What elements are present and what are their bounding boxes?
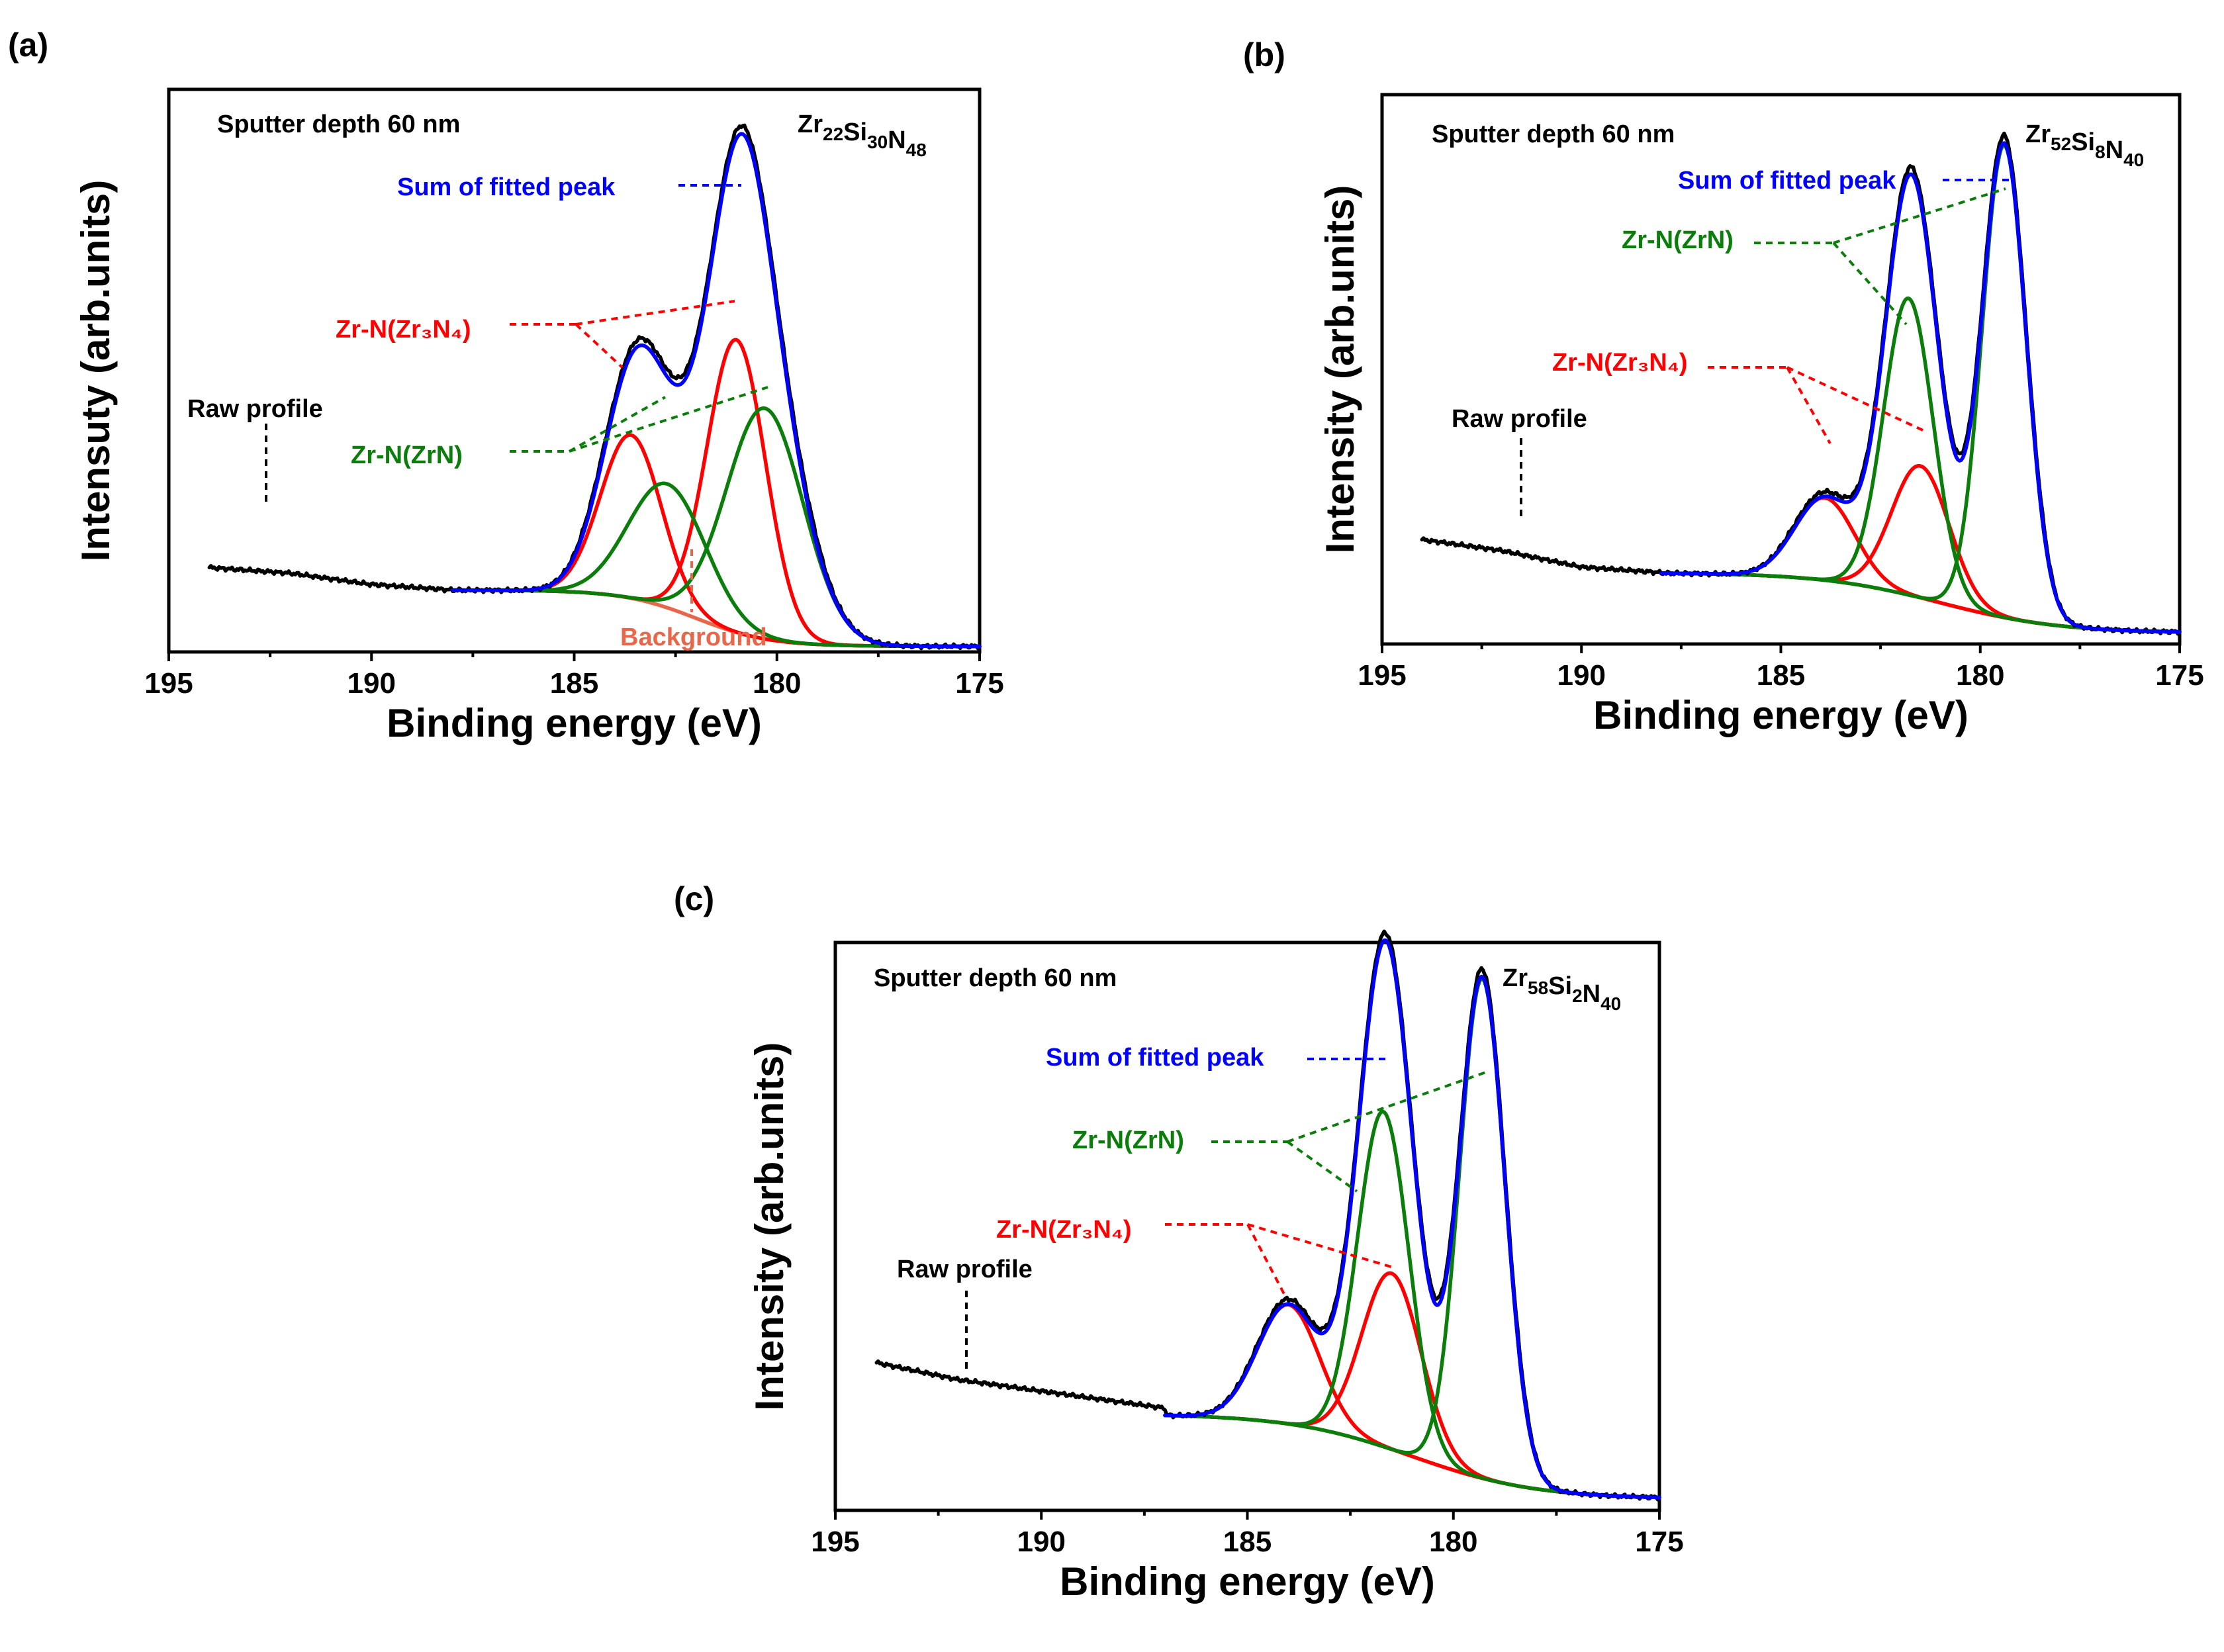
x-tick-label: 190 (1557, 659, 1606, 692)
x-tick-label: 175 (955, 667, 1003, 700)
x-tick-label: 195 (144, 667, 193, 700)
zr3n4-component-curve (451, 433, 982, 649)
x-tick-label: 180 (753, 667, 801, 700)
background-curve (1659, 571, 2182, 634)
sum-fitted-peak-label: Sum of fitted peak (397, 173, 616, 201)
raw-profile-curve (874, 929, 1661, 1502)
x-tick-label: 185 (550, 667, 598, 700)
x-tick-label: 175 (2155, 659, 2203, 692)
raw-profile-label: Raw profile (897, 1256, 1033, 1283)
zrn-component-curve (1163, 1109, 1661, 1500)
background-label: Background (620, 623, 767, 651)
zr3n4-arrow (1246, 1224, 1285, 1295)
x-tick-label: 185 (1757, 659, 1805, 692)
zr3n4-component-curve (1659, 496, 2182, 634)
panel-label: (b) (1243, 36, 1285, 73)
zrn-label: Zr-N(ZrN) (351, 441, 463, 469)
composition-label: Zr52Si8N40 (2025, 120, 2144, 170)
panel-c: (c) 195 190 185 180 175 Binding energy (eV) Int… (674, 880, 1684, 1604)
sum-fitted-peak-label: Sum of fitted peak (1046, 1044, 1264, 1072)
x-tick-label: 175 (1635, 1526, 1683, 1558)
panel-a: (a) 195 190 185 180 175 Binding energy (eV) Int… (8, 26, 1004, 745)
x-tick-label: 190 (348, 667, 396, 700)
x-tick-label: 195 (1358, 659, 1406, 692)
zr3n4-arrow (1786, 366, 1923, 432)
x-tick-label: 185 (1223, 1526, 1272, 1558)
x-tick-label: 180 (1429, 1526, 1477, 1558)
zr3n4-arrow (575, 300, 735, 326)
zrn-label: Zr-N(ZrN) (1072, 1126, 1184, 1154)
sum-fitted-peak-label: Sum of fitted peak (1678, 167, 1896, 195)
panel-label: (a) (8, 26, 48, 64)
x-axis-title: Binding energy (eV) (1060, 1559, 1435, 1604)
x-tick-label: 190 (1017, 1526, 1066, 1558)
zrn-arrow (1286, 1140, 1358, 1193)
zrn-arrow (1833, 187, 2006, 244)
zr3n4-label: Zr-N(Zr₃N₄) (336, 316, 471, 344)
sum-fitted-curve (451, 132, 982, 649)
zrn-component-curve (451, 406, 982, 649)
zrn-arrow (1287, 1071, 1487, 1143)
y-axis-title: Intensuty (arb.units) (73, 180, 118, 562)
x-axis-title: Binding energy (eV) (387, 701, 762, 745)
raw-profile-label: Raw profile (187, 395, 323, 423)
zr3n4-label: Zr-N(Zr₃N₄) (996, 1216, 1132, 1244)
x-axis-title: Binding energy (eV) (1593, 693, 1969, 737)
sputter-depth-label: Sputter depth 60 nm (874, 964, 1117, 992)
composition-label: Zr22Si30N48 (798, 111, 927, 160)
raw-profile-label: Raw profile (1452, 405, 1587, 433)
zr3n4-component-curve (1163, 1303, 1661, 1500)
panel-b: (b) 195 190 185 180 175 Binding energy (eV) Int… (1243, 36, 2204, 737)
zr3n4-label: Zr-N(Zr₃N₄) (1552, 349, 1688, 377)
zrn-arrow (569, 386, 768, 453)
composition-label: Zr58Si2N40 (1503, 964, 1621, 1014)
zr3n4-arrow (1786, 367, 1831, 444)
sputter-depth-label: Sputter depth 60 nm (1432, 120, 1675, 148)
y-axis-title: Intensity (arb.units) (1318, 185, 1362, 554)
x-tick-label: 195 (811, 1526, 859, 1558)
sum-fitted-curve (1163, 938, 1661, 1500)
y-axis-title: Intensity (arb.units) (747, 1042, 792, 1411)
sum-fitted-curve (1659, 141, 2182, 634)
raw-profile-curve (207, 123, 982, 651)
zrn-arrow (569, 396, 666, 453)
sputter-depth-label: Sputter depth 60 nm (217, 111, 460, 138)
zr3n4-component-curve (451, 338, 982, 649)
zr3n4-arrow (1247, 1223, 1394, 1269)
panel-label: (c) (674, 880, 714, 917)
zrn-label: Zr-N(ZrN) (1622, 226, 1734, 254)
x-tick-label: 180 (1956, 659, 2004, 692)
zr3n4-component-curve (1659, 464, 2182, 634)
zrn-component-curve (1659, 143, 2182, 634)
zr3n4-arrow (575, 323, 624, 369)
zrn-arrow (1832, 242, 1908, 326)
raw-profile-curve (1420, 131, 2182, 636)
